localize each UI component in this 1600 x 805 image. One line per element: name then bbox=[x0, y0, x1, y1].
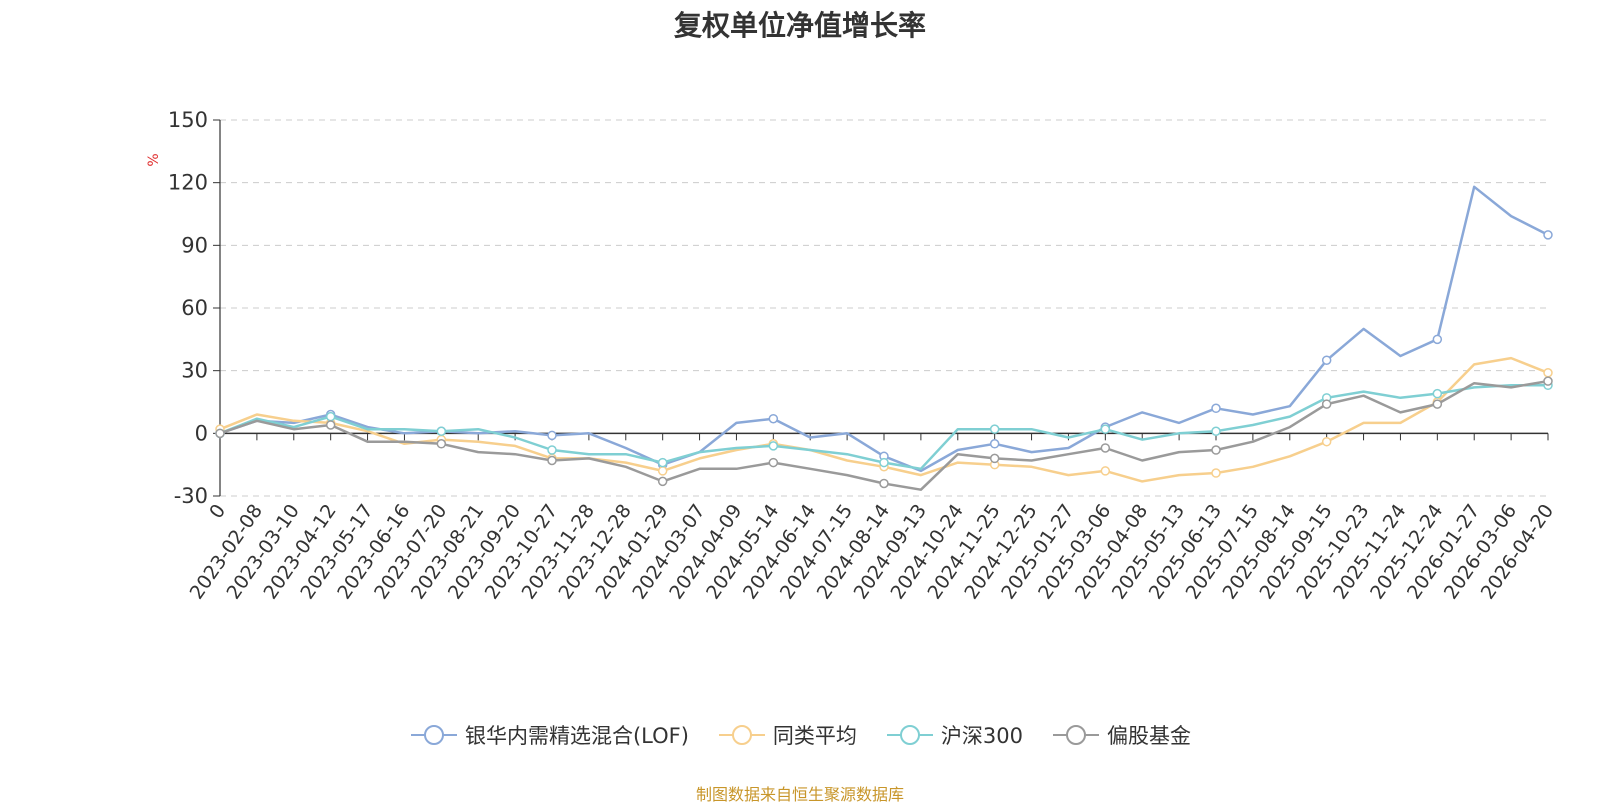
data-point bbox=[436, 426, 447, 436]
data-point bbox=[1100, 424, 1111, 434]
legend-marker-icon bbox=[718, 725, 765, 745]
data-point bbox=[989, 439, 1000, 449]
data-point bbox=[215, 428, 225, 439]
legend-item[interactable]: 偏股基金 bbox=[1051, 720, 1191, 750]
y-tick-label: 0 bbox=[195, 421, 208, 445]
legend-item[interactable]: 同类平均 bbox=[717, 720, 857, 750]
data-point bbox=[1211, 468, 1221, 478]
data-point bbox=[1100, 466, 1111, 476]
legend-marker-icon bbox=[886, 725, 933, 745]
series-line bbox=[219, 185, 1549, 473]
data-point bbox=[1321, 399, 1332, 409]
data-point bbox=[768, 441, 779, 451]
data-point bbox=[436, 439, 447, 449]
data-point bbox=[1211, 426, 1221, 436]
y-tick-label: 60 bbox=[181, 296, 208, 320]
y-tick-label: 150 bbox=[168, 108, 208, 132]
data-point bbox=[547, 445, 557, 455]
data-point bbox=[1543, 368, 1553, 378]
data-point bbox=[768, 457, 779, 468]
legend-marker-icon bbox=[1053, 725, 1100, 745]
data-point bbox=[1211, 445, 1221, 455]
data-point bbox=[325, 420, 336, 430]
series-lines bbox=[215, 185, 1553, 491]
data-point bbox=[657, 457, 668, 468]
legend-item[interactable]: 沪深300 bbox=[885, 720, 1023, 750]
data-point bbox=[1432, 399, 1443, 409]
data-point bbox=[1211, 403, 1221, 414]
data-point bbox=[657, 476, 668, 487]
chart-title: 复权单位净值增长率 bbox=[673, 9, 926, 42]
legend-label: 同类平均 bbox=[772, 724, 857, 748]
source-note: 制图数据来自恒生聚源数据库 bbox=[695, 785, 904, 804]
data-point bbox=[1432, 388, 1443, 399]
data-point bbox=[547, 455, 557, 466]
legend: 银华内需精选混合(LOF) 同类平均 沪深300 偏股基金 bbox=[0, 720, 1600, 750]
y-tick-label: -30 bbox=[174, 484, 208, 508]
legend-label: 偏股基金 bbox=[1107, 724, 1192, 748]
x-tick-label: 0 bbox=[205, 500, 230, 523]
data-point bbox=[879, 457, 889, 468]
data-point bbox=[325, 411, 336, 422]
data-point bbox=[657, 466, 668, 476]
data-point bbox=[989, 453, 1000, 464]
y-tick-label: 30 bbox=[181, 359, 208, 383]
legend-item[interactable]: 银华内需精选混合(LOF) bbox=[409, 720, 689, 750]
data-point bbox=[1543, 376, 1553, 386]
data-point bbox=[1100, 443, 1111, 453]
data-point bbox=[1321, 355, 1332, 365]
legend-label: 沪深300 bbox=[940, 724, 1024, 748]
data-point bbox=[1543, 230, 1553, 240]
data-point bbox=[989, 424, 1000, 434]
data-point bbox=[1321, 436, 1332, 447]
y-tick-label: 90 bbox=[181, 233, 208, 257]
legend-marker-icon bbox=[410, 725, 457, 745]
data-point bbox=[879, 478, 889, 489]
y-tick-label: 120 bbox=[168, 171, 208, 195]
data-point bbox=[1432, 334, 1443, 345]
y-axis-unit-label: % bbox=[146, 153, 162, 166]
grid-lines bbox=[220, 119, 1548, 497]
data-point bbox=[768, 413, 779, 424]
legend-label: 银华内需精选混合(LOF) bbox=[464, 724, 689, 748]
data-point bbox=[547, 430, 557, 441]
